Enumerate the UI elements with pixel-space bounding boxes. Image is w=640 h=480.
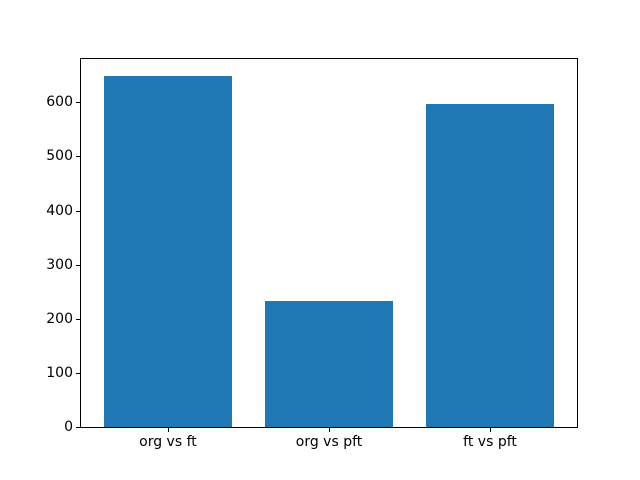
y-tick-label-500: 500 [46,148,73,165]
y-tick-mark-200 [76,318,80,320]
x-tick-label-org-vs-ft: org vs ft [139,434,197,450]
bar-ft-vs-pft [425,103,555,427]
y-tick-label-0: 0 [64,419,73,435]
y-tick-mark-100 [76,372,80,374]
y-tick-mark-300 [76,264,80,266]
y-tick-mark-0 [76,427,80,428]
bar-org-vs-pft [264,301,394,427]
y-tick-label-300: 300 [46,256,73,273]
bar-org-vs-ft [103,76,233,427]
y-tick-mark-600 [76,102,80,104]
y-tick-label-600: 600 [46,94,73,111]
x-tick-mark-org-vs-pft [329,428,330,432]
y-tick-mark-500 [76,156,80,158]
x-tick-label-ft-vs-pft: ft vs pft [463,434,517,450]
axes: org vs ft org vs pft ft vs pft 0 100 200 300 40… [46,58,578,449]
y-tick-mark-400 [76,210,80,212]
x-tick-mark-ft-vs-pft [490,428,492,432]
y-tick-label-200: 200 [46,310,73,327]
y-tick-label-400: 400 [46,202,73,219]
x-tick-label-org-vs-pft: org vs pft [295,434,363,450]
x-tick-mark-org-vs-ft [167,428,169,432]
y-tick-label-100: 100 [46,364,73,381]
